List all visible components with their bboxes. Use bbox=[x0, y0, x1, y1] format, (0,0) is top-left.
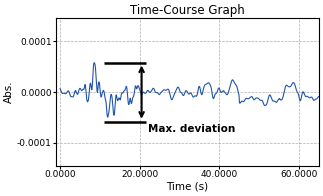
X-axis label: Time (s): Time (s) bbox=[166, 182, 208, 192]
Y-axis label: Abs.: Abs. bbox=[4, 81, 14, 103]
Text: Max. deviation: Max. deviation bbox=[148, 124, 235, 134]
Title: Time-Course Graph: Time-Course Graph bbox=[130, 4, 245, 17]
